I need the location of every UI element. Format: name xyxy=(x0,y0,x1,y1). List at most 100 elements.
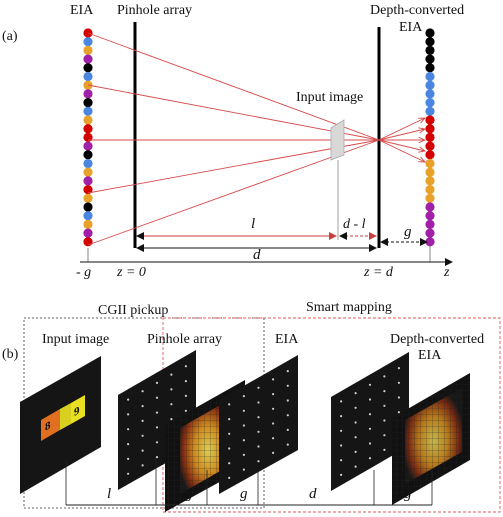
dim-d-label: d xyxy=(253,247,261,263)
dim-g-label: g xyxy=(404,224,412,240)
depth-converted-dot-column xyxy=(425,28,435,247)
pinhole-dot xyxy=(257,445,260,448)
pinhole-dot xyxy=(368,398,372,401)
pinhole-dot xyxy=(340,429,343,432)
pinhole-dot xyxy=(257,416,260,419)
eia-dot-column xyxy=(83,28,93,247)
pinhole-dot xyxy=(340,459,343,462)
depth-eia-dot xyxy=(425,80,435,90)
panel-b-label: (b) xyxy=(2,347,19,362)
pinhole-dot xyxy=(242,395,245,398)
b-depth-converted-label: Depth-converted xyxy=(390,332,484,347)
b-input-image-label: Input image xyxy=(42,332,109,347)
ray-line xyxy=(87,32,380,141)
pinhole-dot xyxy=(141,390,144,393)
eia-dot xyxy=(83,150,93,160)
depth-eia-dot xyxy=(425,141,435,151)
depth-eia-dot xyxy=(425,45,435,56)
pinhole-dot xyxy=(354,450,357,453)
pinhole-dot xyxy=(368,427,372,430)
depth-eia-dot xyxy=(425,89,435,99)
pinhole-dot xyxy=(184,409,187,412)
pinhole-dot xyxy=(127,413,130,416)
pinhole-plate-3 xyxy=(331,352,409,491)
eia-dot xyxy=(83,37,93,47)
eia-dot xyxy=(83,211,93,221)
depth-converted-eia-plate xyxy=(392,373,470,505)
depth-eia-dot xyxy=(425,167,435,177)
pinhole-dot xyxy=(242,439,245,442)
depth-eia-dot xyxy=(425,211,435,221)
pinhole-dot xyxy=(286,414,289,417)
depth-eia-dot xyxy=(425,193,435,203)
pinhole-dot xyxy=(397,411,400,414)
ray-bundle xyxy=(87,32,425,246)
depth-eia-dot xyxy=(425,124,435,134)
pinhole-dots-2 xyxy=(228,370,289,479)
eia-dot xyxy=(83,237,93,247)
b-eia-label: EIA xyxy=(275,332,299,347)
eia-dot xyxy=(83,193,93,203)
pinhole-dot xyxy=(272,378,275,381)
pinhole-dot xyxy=(368,457,372,460)
pinhole-dot xyxy=(397,367,400,370)
ray-out-line xyxy=(378,139,425,162)
eia-dot xyxy=(83,106,93,116)
pinhole-dot xyxy=(397,396,400,399)
input-image-label: Input image xyxy=(296,90,363,105)
pinhole-dot xyxy=(127,457,130,460)
eia-dot xyxy=(83,115,93,125)
pinhole-dot xyxy=(242,409,245,412)
pinhole-array-label: Pinhole array xyxy=(117,3,192,18)
pinhole-dot xyxy=(141,419,144,422)
eia-dot xyxy=(83,124,93,134)
pinhole-dot xyxy=(155,396,159,399)
pinhole-dot xyxy=(228,432,231,435)
pinhole-dot xyxy=(354,465,357,468)
pinhole-dot xyxy=(141,449,144,452)
pinhole-dot xyxy=(228,403,231,406)
depth-eia-dot xyxy=(425,202,435,212)
depth-eia-dot xyxy=(425,228,435,238)
depth-eia-dot xyxy=(425,63,435,73)
pinhole-dot xyxy=(383,404,386,407)
depth-eia-dot xyxy=(425,219,435,229)
pinhole-dot xyxy=(286,399,289,402)
pinhole-dot xyxy=(141,434,144,437)
pinhole-dot xyxy=(354,436,357,439)
depth-eia-dot xyxy=(425,115,435,125)
input-tile-yellow xyxy=(60,403,71,430)
b-depth-converted-eia-label: EIA xyxy=(418,348,442,363)
pinhole-dot xyxy=(383,375,386,378)
pinhole-dot xyxy=(155,426,159,429)
eia-dot xyxy=(83,228,93,238)
b-dim-g3-label: g xyxy=(404,486,412,502)
pinhole-dot xyxy=(127,398,130,401)
pinhole-dot xyxy=(127,472,130,475)
depth-eia-dot xyxy=(425,98,435,108)
dim-l-label: l xyxy=(251,216,255,232)
depth-eia-dot xyxy=(425,132,435,142)
dim-d-minus-l-label: d - l xyxy=(343,217,366,232)
b-dim-l-label: l xyxy=(107,486,111,502)
pinhole-dot xyxy=(354,406,357,409)
pinhole-dots-3 xyxy=(340,367,400,476)
b-dim-d-label: d xyxy=(309,486,317,502)
input-image-plate: 8 9 xyxy=(20,356,101,494)
eia-dot xyxy=(83,45,93,56)
input-image-plane xyxy=(330,119,345,161)
pinhole-dot xyxy=(184,365,187,368)
eia-dot xyxy=(83,54,93,64)
pinhole-dot xyxy=(354,421,357,424)
pinhole-plate-2 xyxy=(219,355,298,494)
pinhole-dot xyxy=(286,443,289,446)
pinhole-dot xyxy=(170,373,173,376)
pinhole-dot xyxy=(242,453,245,456)
ray-line xyxy=(87,139,380,194)
eia-dot xyxy=(83,63,93,73)
input-tile-text-1: 8 xyxy=(45,418,51,434)
smart-mapping-label: Smart mapping xyxy=(306,300,392,315)
pinhole-dot xyxy=(368,383,372,386)
pinhole-dot xyxy=(155,456,159,459)
